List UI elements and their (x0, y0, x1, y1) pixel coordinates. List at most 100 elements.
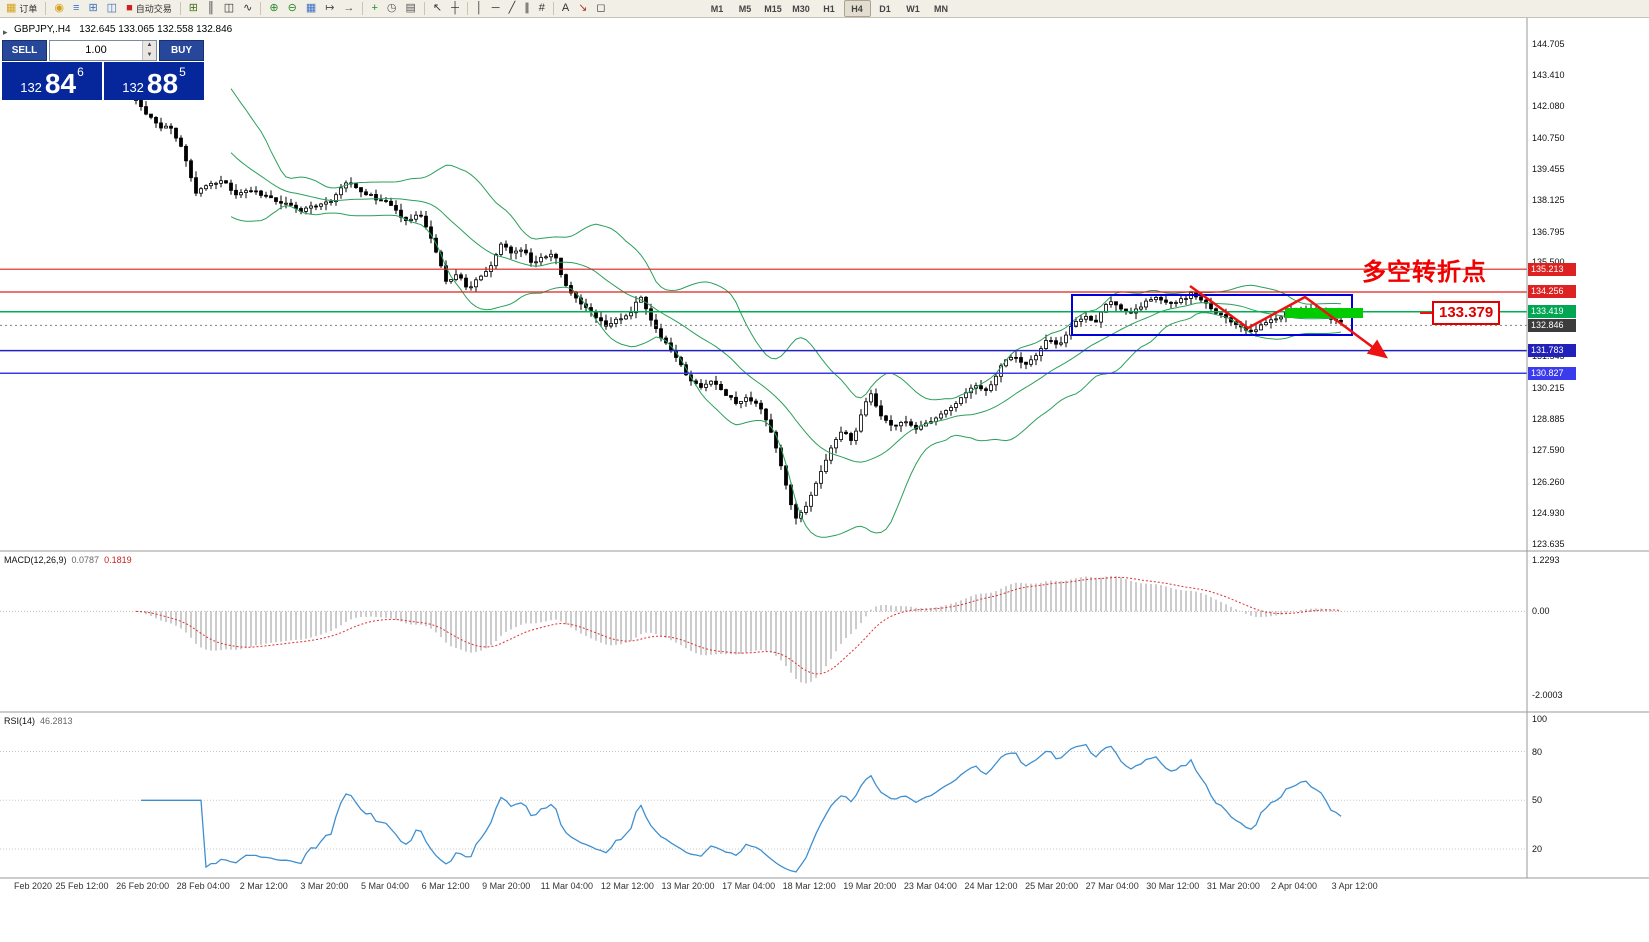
sell-price-prefix: 132 (20, 80, 42, 95)
timeframe-m30-button[interactable]: M30 (792, 3, 810, 14)
rsi-value: 46.2813 (40, 716, 73, 726)
auto-scroll-icon: ↦ (325, 2, 335, 14)
chart-title: GBPJPY,.H4 132.645 133.065 132.558 132.8… (14, 24, 232, 35)
data-window-icon[interactable]: ⊞ (84, 0, 101, 18)
channel-icon: ∥ (524, 2, 530, 14)
horizontal-line-icon[interactable]: ─ (488, 0, 504, 18)
market-watch-icon[interactable]: ≡ (69, 0, 83, 18)
rsi-name: RSI(14) (4, 716, 36, 726)
bar-chart-icon[interactable]: ║ (203, 0, 219, 18)
lot-size-stepper[interactable]: ▲ ▼ (142, 41, 156, 60)
collapse-arrow-icon[interactable]: ▸ (3, 27, 8, 37)
bar-chart-icon: ║ (206, 2, 215, 14)
arrows-icon: ↘ (578, 2, 588, 14)
toolbar-separator (179, 2, 181, 15)
vertical-line-icon[interactable]: │ (472, 0, 487, 18)
toolbar-separator (362, 2, 364, 15)
indicators-icon: + (371, 2, 378, 14)
templates-icon: ▤ (405, 2, 416, 14)
timeframe-h1-button[interactable]: H1 (823, 3, 835, 14)
price-axis[interactable] (1528, 18, 1649, 878)
symbol-label: GBPJPY,.H4 (14, 24, 71, 35)
macd-value-main: 0.0787 (71, 555, 100, 565)
toolbar-separator (466, 2, 468, 15)
buy-price-prefix: 132 (122, 80, 144, 95)
periods-icon[interactable]: ◷ (383, 0, 401, 18)
templates-icon[interactable]: ▤ (402, 0, 420, 18)
toolbar-separator (552, 2, 554, 15)
lot-down-icon[interactable]: ▼ (143, 50, 156, 60)
autotrade-button-label: 自动交易 (135, 4, 172, 14)
text-icon: A (561, 2, 570, 14)
shapes-icon[interactable]: ◻ (592, 0, 609, 18)
chart-shift-icon[interactable]: → (339, 0, 358, 18)
lot-size-value[interactable]: 1.00 (85, 44, 107, 56)
buy-price-sup: 5 (179, 65, 186, 79)
autotrade-button[interactable]: ■ 自动交易 (122, 0, 176, 18)
tile-windows-icon: ▦ (305, 2, 317, 14)
one-click-trading-widget: SELL 1.00 ▲ ▼ BUY 132 84 6 132 88 5 (2, 40, 204, 100)
candlestick-chart-icon[interactable]: ◫ (220, 0, 238, 18)
sell-button[interactable]: SELL (2, 40, 47, 61)
sell-price-big: 84 (44, 68, 77, 99)
sell-price-panel[interactable]: 132 84 6 (2, 62, 102, 100)
horizontal-line-icon: ─ (491, 2, 500, 14)
accounts-icon[interactable]: ◉ (50, 0, 68, 18)
shapes-icon: ◻ (596, 2, 606, 14)
autotrade-button-icon: ■ (126, 2, 133, 14)
indicators-icon[interactable]: + (367, 0, 381, 18)
cursor-icon: ↖ (432, 2, 443, 14)
turning-point-annotation: 多空转折点 (1362, 259, 1487, 286)
buy-price-big: 88 (146, 68, 179, 99)
timeframe-m15-button[interactable]: M15 (764, 3, 782, 14)
channel-icon[interactable]: ∥ (520, 0, 534, 18)
macd-name: MACD(12,26,9) (4, 555, 67, 565)
zoom-out-icon[interactable]: ⊖ (284, 0, 301, 18)
timeframe-h4-button[interactable]: H4 (843, 0, 871, 17)
new-order-button-label: 订单 (19, 4, 38, 14)
accounts-icon: ◉ (54, 2, 65, 14)
timeframe-buttons: M1 M5 M15 M30 H1 H4 D1 W1 MN (704, 0, 955, 17)
cursor-icon[interactable]: ↖ (429, 0, 446, 18)
text-icon[interactable]: A (558, 0, 573, 18)
timeframe-mn-button[interactable]: MN (934, 3, 949, 14)
new-chart-icon: ⊞ (188, 2, 198, 14)
new-order-button-icon: ▦ (6, 2, 17, 14)
lot-up-icon[interactable]: ▲ (143, 41, 156, 51)
zoom-in-icon: ⊕ (269, 2, 279, 14)
auto-scroll-icon[interactable]: ↦ (321, 0, 338, 18)
buy-price-panel[interactable]: 132 88 5 (104, 62, 204, 100)
new-order-button[interactable]: ▦ 订单 (2, 0, 41, 18)
market-watch-icon: ≡ (73, 2, 80, 14)
navigator-icon[interactable]: ◫ (103, 0, 121, 18)
rsi-label: RSI(14) 46.2813 (4, 716, 73, 726)
data-window-icon: ⊞ (88, 2, 98, 14)
candlestick-chart-icon: ◫ (223, 2, 235, 14)
time-axis[interactable] (0, 878, 1649, 896)
chart-shift-icon: → (343, 2, 355, 14)
timeframe-m1-button[interactable]: M1 (710, 3, 724, 14)
toolbar-separator (260, 2, 262, 15)
timeframe-w1-button[interactable]: W1 (906, 3, 920, 14)
fibonacci-icon: # (538, 2, 545, 14)
fibonacci-icon[interactable]: # (535, 0, 549, 18)
trendline-icon: ╱ (508, 2, 516, 14)
trendline-icon[interactable]: ╱ (505, 0, 520, 18)
navigator-icon: ◫ (106, 2, 118, 14)
toolbar: ▦ 订单 ◉ ≡ ⊞ ◫ ■ 自动交易 ⊞ ║ ◫ ∿ ⊕ ⊖ ▦ ↦ → + ◷ ▤ ↖ ┼ │ ─ ╱ ∥ # A ↘ ◻ M1 M5 M… (0, 0, 1649, 18)
ohlc-values: 132.645 133.065 132.558 132.846 (79, 24, 233, 35)
line-chart-icon[interactable]: ∿ (239, 0, 256, 18)
zoom-in-icon[interactable]: ⊕ (265, 0, 282, 18)
new-chart-icon[interactable]: ⊞ (185, 0, 202, 18)
sell-price-sup: 6 (77, 65, 84, 79)
crosshair-icon[interactable]: ┼ (447, 0, 463, 18)
tile-windows-icon[interactable]: ▦ (302, 0, 320, 18)
arrows-icon[interactable]: ↘ (574, 0, 591, 18)
timeframe-m5-button[interactable]: M5 (738, 3, 752, 14)
timeframe-d1-button[interactable]: D1 (879, 3, 891, 14)
zoom-out-icon: ⊖ (287, 2, 297, 14)
lot-size-field[interactable]: 1.00 ▲ ▼ (49, 40, 157, 61)
buy-button[interactable]: BUY (159, 40, 204, 61)
